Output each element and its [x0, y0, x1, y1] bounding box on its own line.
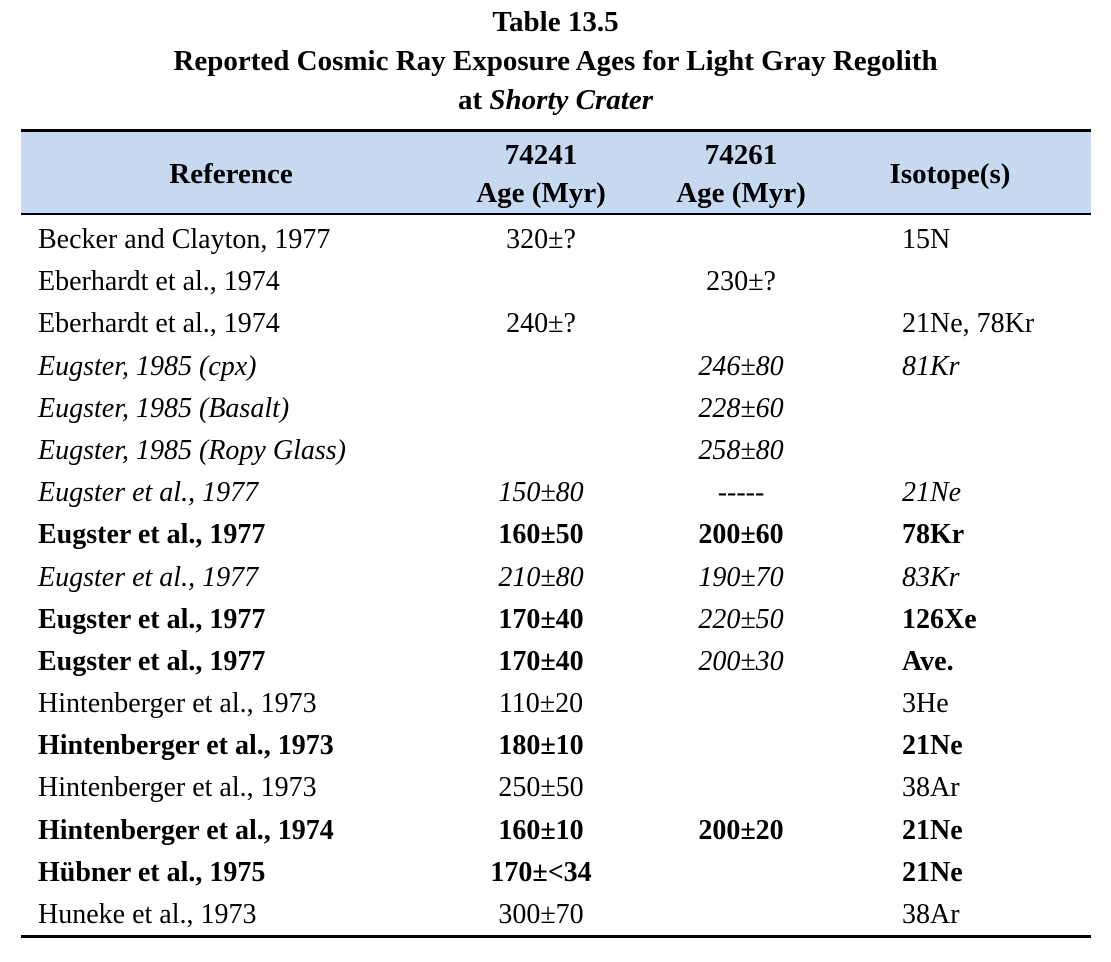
cell-age-74261: 200±30: [698, 645, 784, 677]
cell-isotopes: 21Ne, 78Kr: [902, 308, 1035, 340]
cell-age-74241: 250±50: [498, 772, 584, 804]
cell-age-74261: 220±50: [698, 603, 784, 635]
cell-isotopes: 3He: [902, 688, 949, 720]
cell-isotopes: 126Xe: [902, 603, 977, 635]
cell-reference: Eugster et al., 1977: [38, 645, 266, 677]
header-74241: 74241 Age (Myr): [441, 136, 641, 212]
cell-age-74241: 240±?: [506, 308, 576, 340]
cell-isotopes: 38Ar: [902, 772, 960, 804]
header-74241-sample: 74241: [504, 139, 578, 171]
table-header-rule: [21, 213, 1091, 215]
table-row: Eugster et al., 1977 170±40 200±30 Ave.: [0, 641, 1111, 683]
cell-reference: Hintenberger et al., 1974: [38, 814, 334, 846]
cell-age-74261: 230±?: [706, 266, 776, 298]
table-body: Becker and Clayton, 1977 320±? 15N Eberhard…: [0, 219, 1111, 936]
cell-age-74241: 160±50: [498, 519, 584, 551]
header-74261-sample: 74261: [704, 139, 778, 171]
cell-isotopes: 21Ne: [902, 477, 962, 509]
header-reference: Reference: [169, 158, 293, 190]
table-row: Eberhardt et al., 1974 240±? 21Ne, 78Kr: [0, 303, 1111, 345]
cell-reference: Eugster, 1985 (Ropy Glass): [38, 434, 346, 466]
header-74261: 74261 Age (Myr): [641, 136, 841, 212]
table-header-band: [21, 132, 1091, 213]
table-number: Table 13.5: [492, 6, 619, 38]
table-subtitle-italic: Shorty Crater: [489, 84, 653, 116]
table-title: Reported Cosmic Ray Exposure Ages for Li…: [173, 45, 938, 77]
cell-isotopes: 21Ne: [902, 856, 963, 888]
cell-age-74241: 170±40: [498, 645, 584, 677]
cell-age-74261: 190±70: [698, 561, 784, 593]
cell-age-74261: 246±80: [698, 350, 784, 382]
cell-isotopes: 15N: [902, 224, 951, 255]
cell-isotopes: 38Ar: [902, 899, 960, 930]
table-row: Hintenberger et al., 1973 180±10 21Ne: [0, 725, 1111, 767]
cell-isotopes: 81Kr: [902, 350, 960, 382]
cell-age-74241: 170±<34: [490, 856, 592, 888]
cell-reference: Hintenberger et al., 1973: [38, 730, 334, 762]
table-top-rule: [21, 129, 1091, 132]
cell-reference: Hintenberger et al., 1973: [38, 772, 317, 804]
table-row: Huneke et al., 1973 300±70 38Ar: [0, 894, 1111, 936]
table-row: Eugster et al., 1977 150±80 ----- 21Ne: [0, 472, 1111, 514]
cell-age-74261: 258±80: [698, 434, 784, 466]
cell-reference: Eugster et al., 1977: [38, 477, 259, 509]
cell-isotopes: 21Ne: [902, 814, 963, 846]
table-row: Hintenberger et al., 1974 160±10 200±20 21N…: [0, 810, 1111, 852]
table-row: Eugster, 1985 (Basalt) 228±60: [0, 388, 1111, 430]
cell-reference: Eugster, 1985 (cpx): [38, 350, 257, 382]
table-row: Eugster et al., 1977 160±50 200±60 78Kr: [0, 514, 1111, 556]
cell-age-74261: 200±60: [698, 519, 784, 551]
cell-isotopes: 21Ne: [902, 730, 963, 762]
cell-reference: Becker and Clayton, 1977: [38, 224, 331, 255]
table-row: Eugster, 1985 (Ropy Glass) 258±80: [0, 430, 1111, 472]
table-row: Hintenberger et al., 1973 250±50 38Ar: [0, 767, 1111, 809]
header-74241-unit: Age (Myr): [476, 177, 606, 209]
cell-age-74241: 300±70: [498, 899, 584, 930]
cell-reference: Hübner et al., 1975: [38, 856, 266, 888]
table-row: Eberhardt et al., 1974 230±?: [0, 261, 1111, 303]
table-row: Eugster, 1985 (cpx) 246±80 81Kr: [0, 346, 1111, 388]
header-74261-unit: Age (Myr): [676, 177, 806, 209]
header-isotopes: Isotope(s): [889, 158, 1011, 190]
cell-age-74261: 200±20: [698, 814, 784, 846]
cell-reference: Eberhardt et al., 1974: [38, 308, 280, 340]
cell-reference: Eugster, 1985 (Basalt): [38, 392, 290, 424]
cell-age-74261: 228±60: [698, 392, 784, 424]
cell-age-74241: 150±80: [498, 477, 584, 509]
cell-isotopes: Ave.: [902, 645, 954, 677]
cell-isotopes: 83Kr: [902, 561, 960, 593]
cell-isotopes: 78Kr: [902, 519, 965, 551]
cell-reference: Eugster et al., 1977: [38, 519, 266, 551]
cell-age-74241: 110±20: [498, 688, 584, 720]
table-bottom-rule: [21, 935, 1091, 938]
cell-age-74241: 170±40: [498, 603, 584, 635]
cell-reference: Huneke et al., 1973: [38, 899, 257, 930]
table-row: Eugster et al., 1977 210±80 190±70 83Kr: [0, 557, 1111, 599]
cell-reference: Eberhardt et al., 1974: [38, 266, 280, 298]
table-row: Hübner et al., 1975 170±<34 21Ne: [0, 852, 1111, 894]
cell-age-74261: -----: [717, 477, 765, 509]
cell-reference: Eugster et al., 1977: [38, 603, 266, 635]
cell-age-74241: 180±10: [498, 730, 584, 762]
cell-age-74241: 320±?: [506, 224, 576, 255]
cell-age-74241: 160±10: [498, 814, 584, 846]
table-row: Becker and Clayton, 1977 320±? 15N: [0, 219, 1111, 261]
table-row: Hintenberger et al., 1973 110±20 3He: [0, 683, 1111, 725]
table-subtitle-prefix: at: [458, 84, 490, 116]
table-subtitle: at Shorty Crater: [0, 84, 1111, 117]
cell-age-74241: 210±80: [498, 561, 584, 593]
cell-reference: Hintenberger et al., 1973: [38, 688, 317, 720]
table-row: Eugster et al., 1977 170±40 220±50 126Xe: [0, 599, 1111, 641]
cell-reference: Eugster et al., 1977: [38, 561, 259, 593]
